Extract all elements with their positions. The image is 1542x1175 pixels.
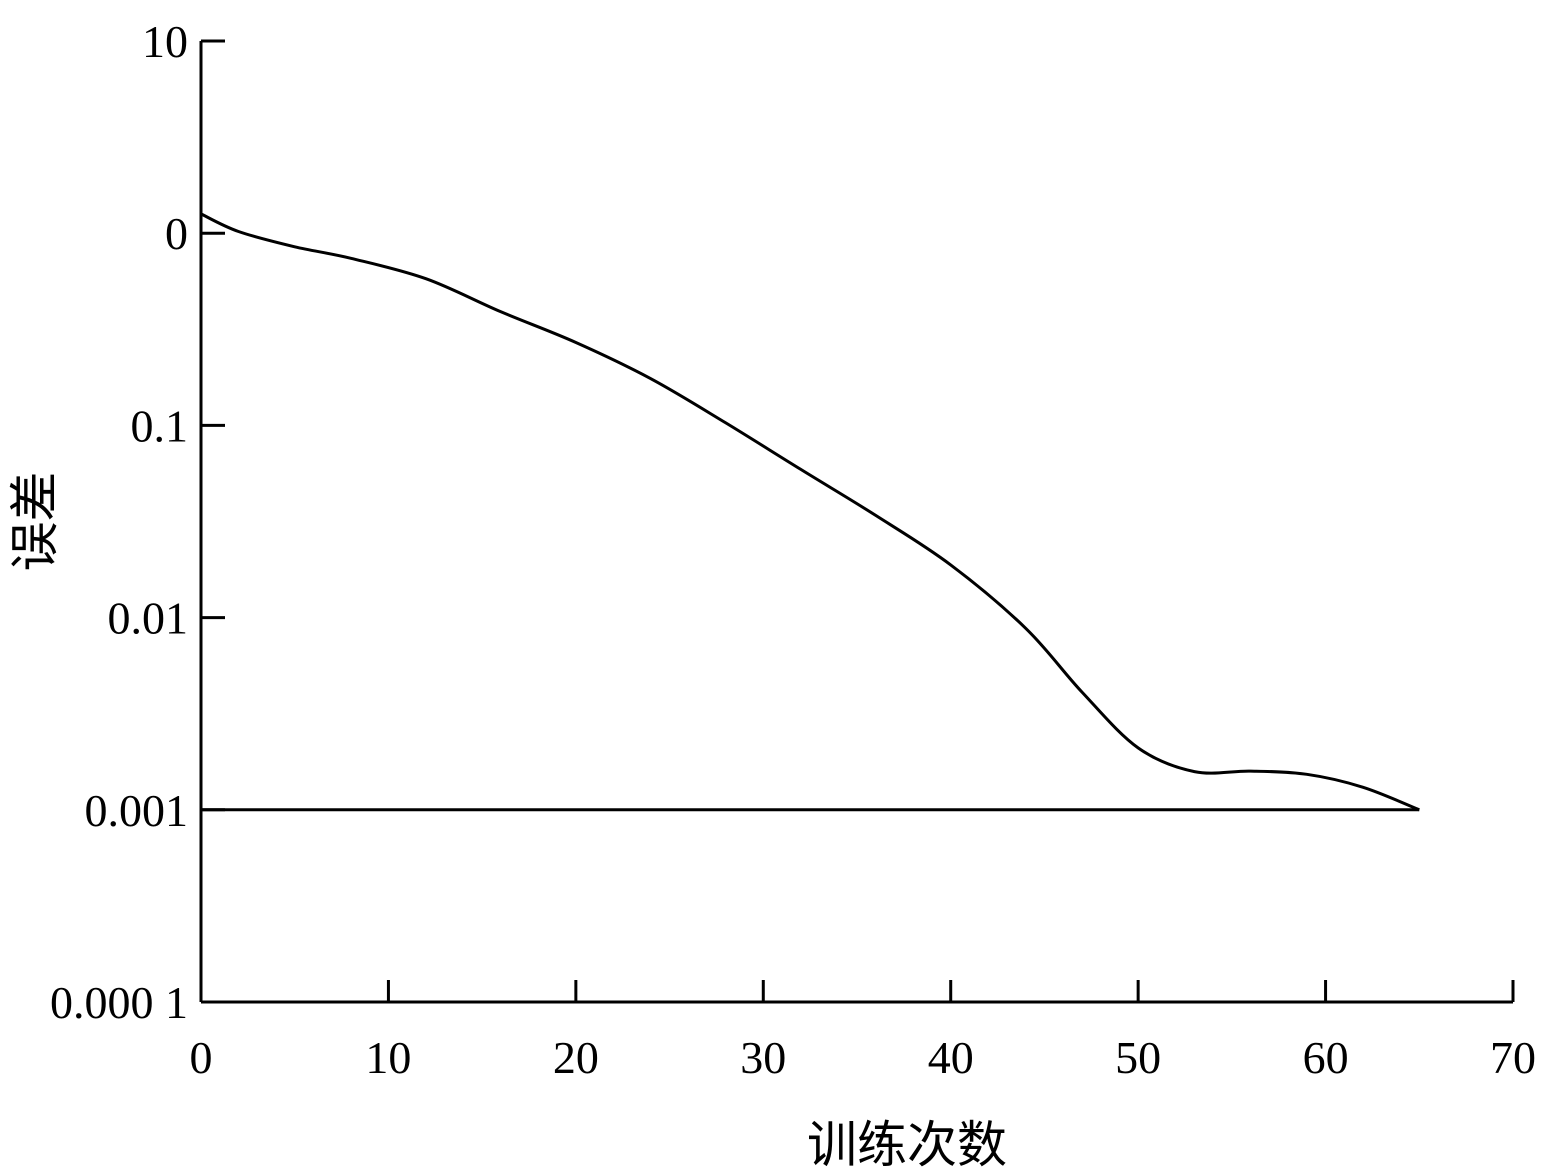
- x-tick-label: 20: [553, 1032, 599, 1083]
- y-tick-label: 10: [142, 16, 188, 67]
- y-tick-label: 0: [165, 208, 188, 259]
- y-tick-label: 0.1: [131, 400, 189, 451]
- x-tick-label: 0: [190, 1032, 213, 1083]
- x-tick-label: 30: [740, 1032, 786, 1083]
- series-group: [200, 212, 1420, 812]
- x-axis-title: 训练次数: [807, 1116, 1007, 1174]
- x-tick-label: 50: [1115, 1032, 1161, 1083]
- x-tick-label: 70: [1490, 1032, 1536, 1083]
- x-tick-label: 10: [365, 1032, 411, 1083]
- y-tick-label: 0.000 1: [50, 977, 188, 1028]
- y-axis-title: 误差: [6, 472, 64, 572]
- y-ticks: 0.000 1 0.001 0.01 0.1 0 10: [50, 16, 225, 1028]
- y-tick-label: 0.01: [108, 593, 189, 644]
- error-curve-line: [200, 212, 1420, 812]
- x-tick-label: 60: [1303, 1032, 1349, 1083]
- x-ticks: 0 10 20 30 40 50 60 70: [190, 980, 1536, 1083]
- y-tick-label: 0.001: [85, 785, 189, 836]
- axes: [199, 41, 1513, 1004]
- x-tick-label: 40: [928, 1032, 974, 1083]
